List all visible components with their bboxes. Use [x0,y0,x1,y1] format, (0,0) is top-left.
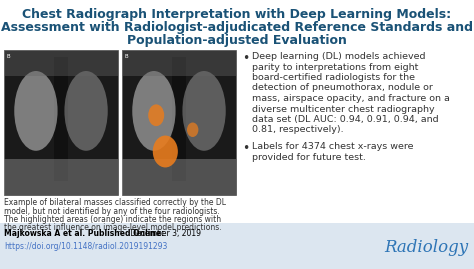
Text: The highlighted areas (orange) indicate the regions with: The highlighted areas (orange) indicate … [4,215,221,224]
Text: Labels for 4374 chest x-rays were: Labels for 4374 chest x-rays were [252,142,413,151]
Bar [4,159,118,195]
Text: B: B [7,54,10,59]
Ellipse shape [187,122,199,137]
Text: 0.81, respectively).: 0.81, respectively). [252,126,344,134]
Bar [122,50,236,195]
Bar [54,57,68,180]
Text: mass, airspace opacity, and fracture on a: mass, airspace opacity, and fracture on … [252,94,450,103]
Bar [172,57,186,180]
Text: parity to interpretations from eight: parity to interpretations from eight [252,62,419,72]
Ellipse shape [148,104,164,126]
Ellipse shape [64,71,108,151]
Bar [4,50,118,195]
Text: Example of bilateral masses classified correctly by the DL: Example of bilateral masses classified c… [4,198,226,207]
Text: •: • [242,142,249,155]
Bar [122,50,236,76]
Bar [122,159,236,195]
Text: detection of pneumothorax, nodule or: detection of pneumothorax, nodule or [252,83,433,93]
Text: diverse multicenter chest radiography: diverse multicenter chest radiography [252,104,435,114]
Text: •: • [242,52,249,65]
Text: Chest Radiograph Interpretation with Deep Learning Models:: Chest Radiograph Interpretation with Dee… [22,8,452,21]
Ellipse shape [14,71,57,151]
Text: data set (DL AUC: 0.94, 0.91, 0.94, and: data set (DL AUC: 0.94, 0.91, 0.94, and [252,115,438,124]
Text: Radiology: Radiology [384,239,468,256]
Ellipse shape [132,71,175,151]
Bar [0,223,474,269]
Text: https://doi.org/10.1148/radiol.2019191293: https://doi.org/10.1148/radiol.201919129… [4,242,167,251]
Text: board-certified radiologists for the: board-certified radiologists for the [252,73,415,82]
Text: Population-adjusted Evaluation: Population-adjusted Evaluation [127,34,347,47]
Text: model, but not identified by any of the four radiologists.: model, but not identified by any of the … [4,207,220,215]
Bar [4,50,118,76]
Text: Deep learning (DL) models achieved: Deep learning (DL) models achieved [252,52,426,61]
Text: B: B [125,54,128,59]
Text: provided for future test.: provided for future test. [252,153,366,161]
Text: Majkowska A et al. Published Online:: Majkowska A et al. Published Online: [4,229,164,238]
Text: December 3, 2019: December 3, 2019 [128,229,201,238]
Text: the greatest influence on image-level model predictions.: the greatest influence on image-level mo… [4,224,222,232]
Ellipse shape [153,136,178,167]
Ellipse shape [182,71,226,151]
Text: Assessment with Radiologist-adjudicated Reference Standards and: Assessment with Radiologist-adjudicated … [1,21,473,34]
